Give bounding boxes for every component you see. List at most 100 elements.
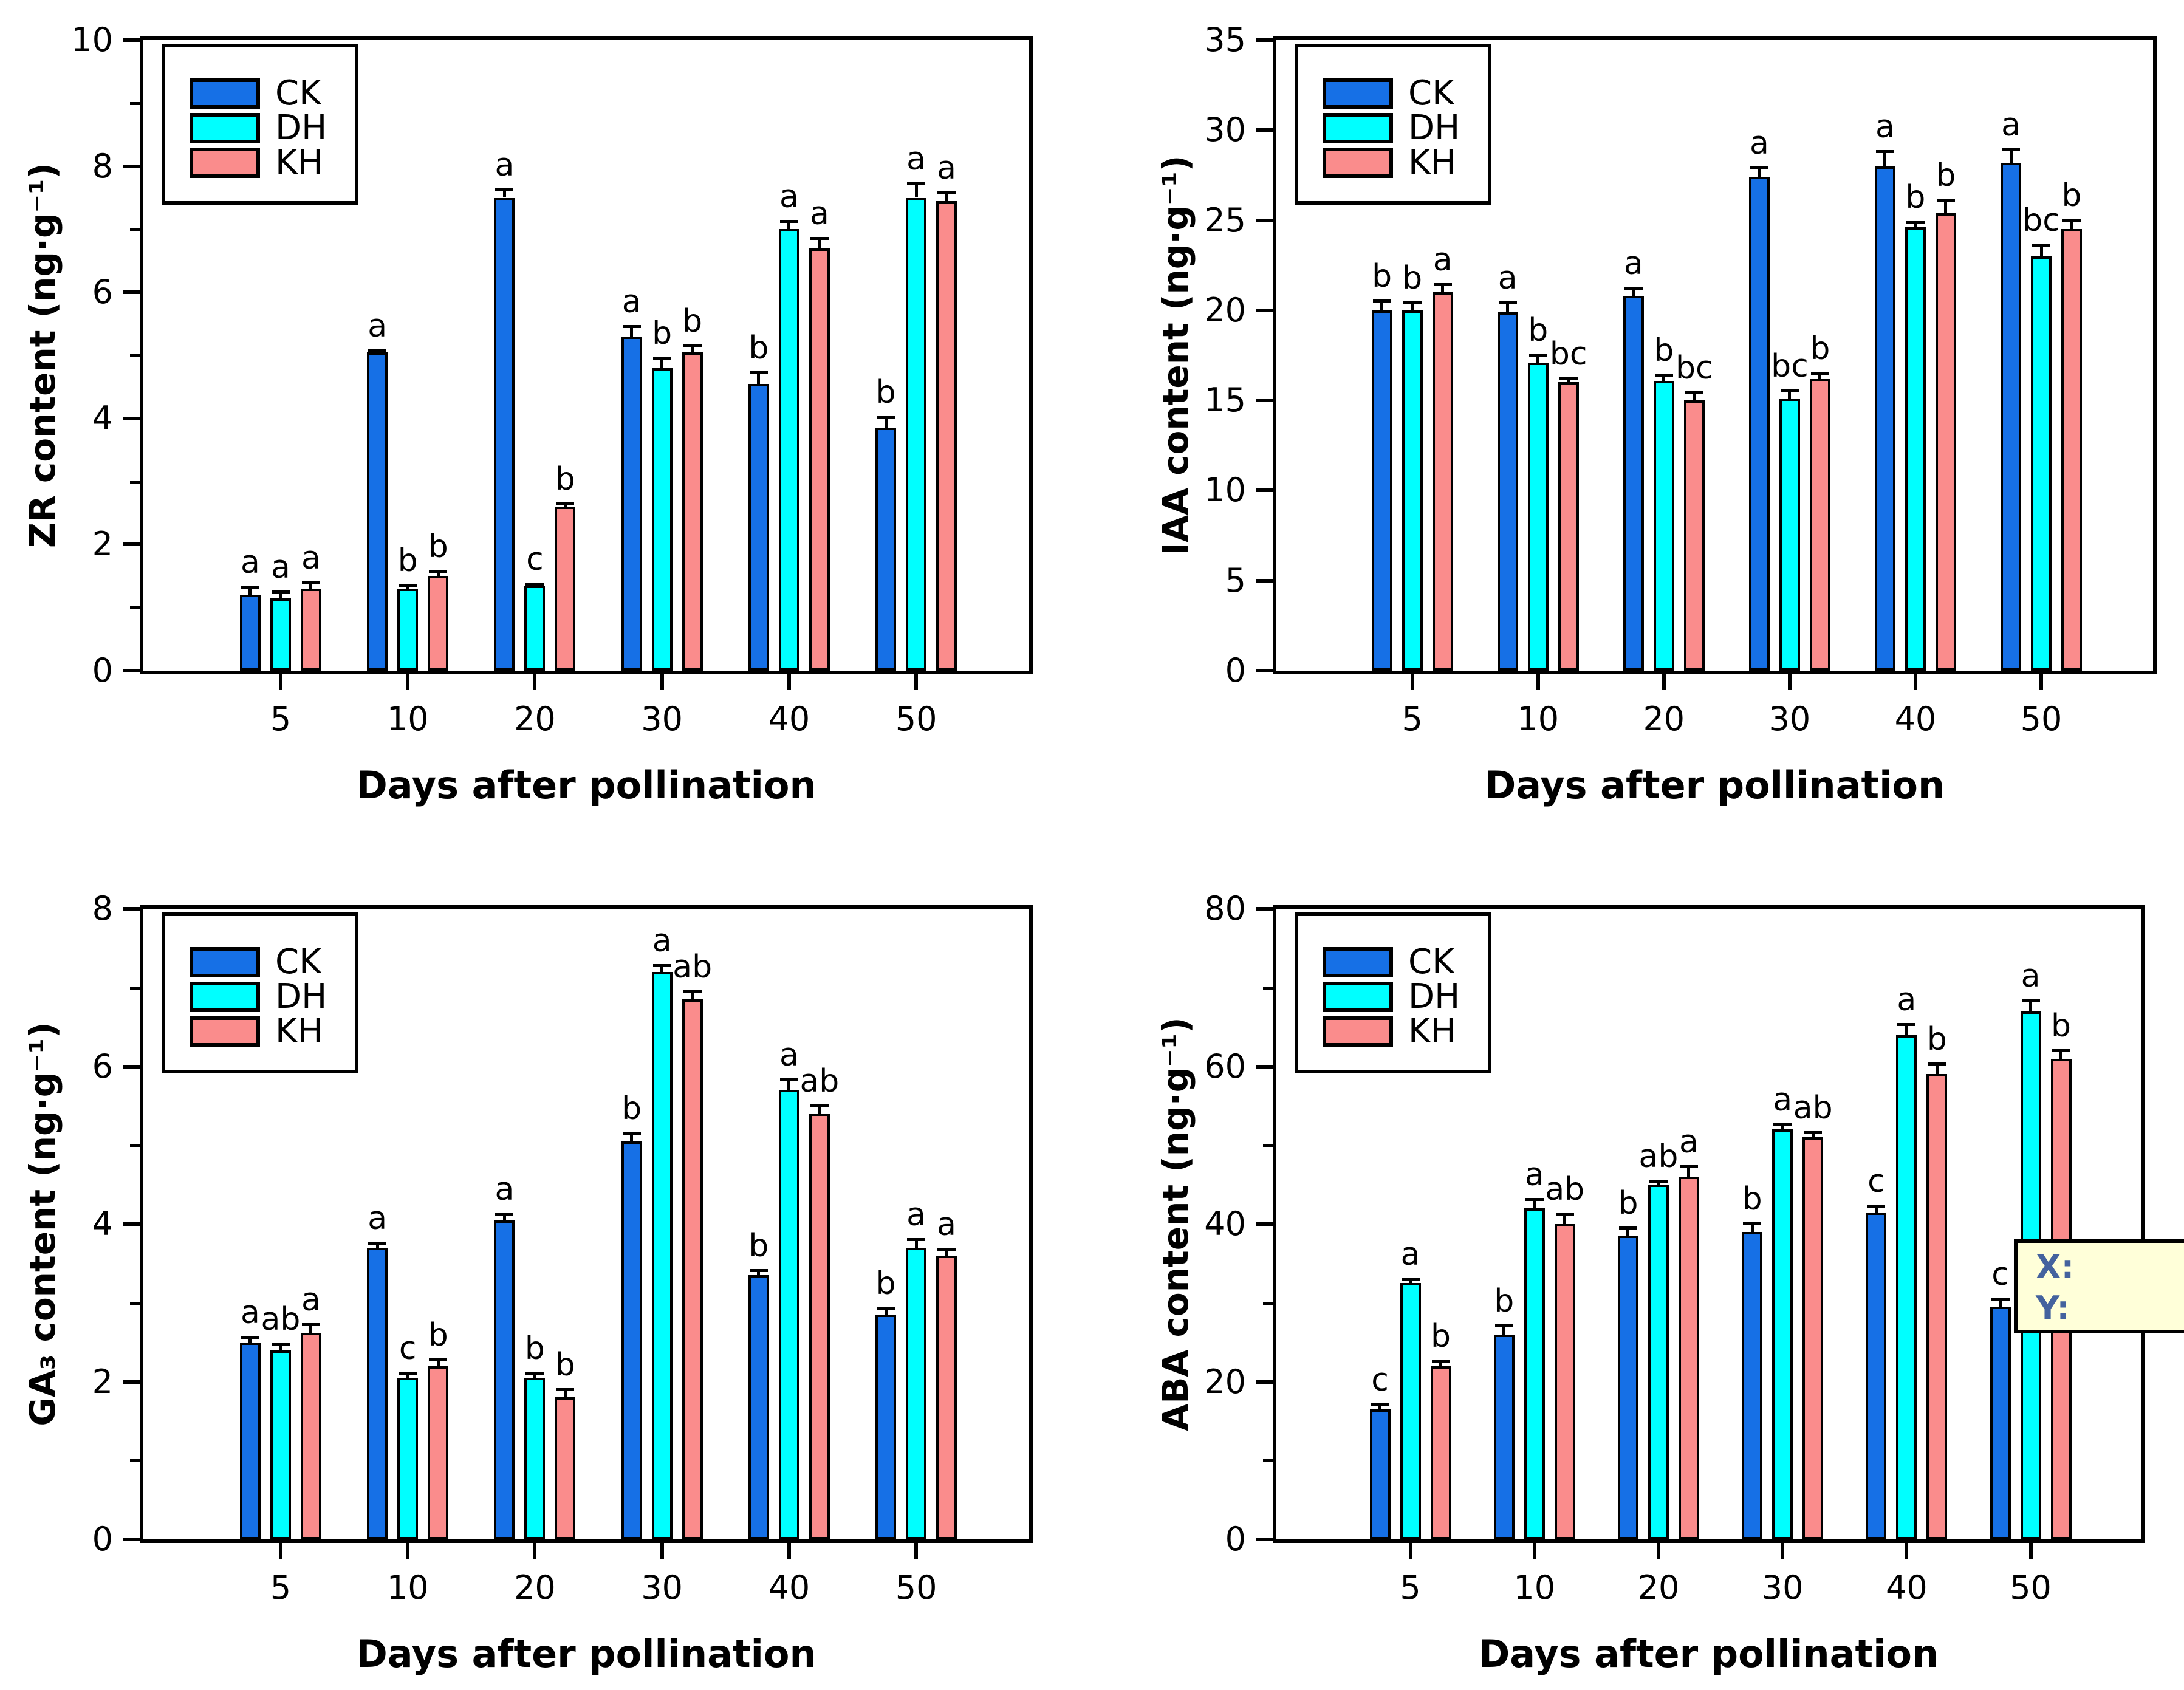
error-bar-cap (683, 990, 702, 993)
error-bar-stem (279, 1342, 282, 1350)
error-bar-cap (2052, 1049, 2070, 1052)
error-bar-cap (556, 502, 575, 505)
x-axis-tick-label: 30 (1761, 1569, 1804, 1607)
y-axis-tick-label: 20 (1204, 1362, 1246, 1401)
legend-label-ck: CK (275, 74, 321, 113)
significance-letter: b (1528, 312, 1549, 349)
y-axis-tick-label: 2 (92, 1362, 113, 1401)
error-bar-stem (1441, 283, 1445, 293)
significance-letter: b (1905, 179, 1926, 216)
x-axis-tick (1905, 1543, 1909, 1559)
significance-letter: b (1431, 1318, 1451, 1355)
bar-dh-day50 (906, 197, 927, 671)
legend-label-ck: CK (275, 942, 321, 982)
bar-kh-day10 (1558, 382, 1579, 671)
x-axis-tick (533, 674, 537, 690)
error-bar-stem (1533, 1198, 1536, 1209)
y-axis-major-tick (1256, 1380, 1273, 1384)
error-bar-stem (1914, 220, 1917, 228)
y-axis-minor-tick (130, 354, 140, 357)
legend-label-dh: DH (275, 977, 327, 1016)
bar-dh-day10 (1527, 362, 1549, 671)
significance-letter: a (2001, 106, 2021, 143)
error-bar-cap (1528, 354, 1547, 357)
error-bar-stem (660, 357, 664, 368)
error-bar-stem (1811, 1131, 1815, 1138)
error-bar-stem (818, 236, 821, 248)
y-axis-tick-label: 10 (1204, 471, 1246, 510)
y-axis-major-tick (123, 290, 140, 295)
significance-letter: b (1494, 1282, 1515, 1319)
significance-letter: b (555, 1346, 575, 1383)
y-axis-tick-label: 25 (1204, 200, 1246, 239)
error-bar-stem (375, 1241, 379, 1248)
significance-letter: ab (1545, 1171, 1585, 1208)
panel-aba-content-chart: 0 20 40 60 80 ABA content (ng·g⁻¹) 5 c a b 10 b a ab 2… (1155, 892, 2145, 1676)
error-bar-stem (2039, 244, 2043, 256)
legend-swatch-kh (1323, 1016, 1393, 1047)
error-bar-cap (1743, 1222, 1762, 1226)
significance-letter: a (495, 146, 515, 183)
error-bar-stem (436, 1358, 440, 1366)
error-bar-cap (1401, 1278, 1420, 1281)
y-axis-major-tick (1256, 669, 1273, 672)
x-axis-tick-label: 40 (1886, 1569, 1928, 1607)
y-axis-major-tick (1256, 907, 1273, 911)
x-axis-tick (406, 674, 410, 690)
error-bar-stem (1883, 149, 1887, 166)
bar-kh-day40 (1935, 213, 1956, 671)
bar-ck-day5 (239, 1342, 261, 1539)
bar-dh-day30 (651, 368, 673, 671)
error-bar-stem (630, 325, 634, 337)
x-axis-tick-label: 5 (270, 1569, 292, 1607)
error-bar-stem (1693, 391, 1696, 401)
error-bar-stem (2009, 148, 2013, 163)
error-bar-cap (301, 581, 320, 584)
bar-kh-day30 (1809, 378, 1830, 671)
x-axis-tick (914, 674, 919, 690)
y-axis-tick-label: 20 (1204, 290, 1246, 329)
bar-kh-day5 (300, 589, 321, 671)
legend-swatch-ck (190, 947, 260, 977)
bar-ck-day40 (1866, 1212, 1887, 1539)
error-bar-cap (810, 236, 829, 240)
y-axis-minor-tick (130, 228, 140, 231)
x-axis-tick (1532, 1543, 1536, 1559)
x-axis-tick (2028, 1543, 2033, 1559)
bar-dh-day20 (1653, 380, 1674, 671)
significance-letter: a (652, 922, 672, 959)
x-axis-tick-label: 20 (514, 1569, 556, 1607)
y-axis-tick-label: 4 (92, 399, 113, 437)
error-bar-stem (630, 1132, 634, 1141)
error-bar-cap (1928, 1062, 1946, 1066)
bar-dh-day10 (397, 1378, 419, 1539)
significance-letter: ab (799, 1062, 840, 1100)
bar-dh-day30 (1779, 399, 1800, 671)
x-axis-tick-label: 10 (1513, 1569, 1556, 1607)
bar-ck-day20 (494, 197, 515, 671)
bar-dh-day20 (1648, 1185, 1669, 1539)
y-axis-title: ABA content (ng·g⁻¹) (1155, 1017, 1196, 1431)
bar-ck-day50 (1990, 1307, 2011, 1539)
x-axis-tick (1787, 674, 1792, 690)
y-axis-major-tick (1256, 128, 1273, 132)
significance-letter: a (1524, 1157, 1544, 1194)
tooltip-y-label: Y: (2036, 1289, 2070, 1327)
y-axis-major-tick (123, 1538, 140, 1541)
error-bar-cap (1555, 1212, 1574, 1216)
bar-kh-day20 (555, 507, 576, 671)
y-axis-major-tick (123, 164, 140, 168)
error-bar-stem (1380, 299, 1384, 310)
error-bar-stem (1662, 373, 1666, 381)
bar-ck-day40 (748, 1275, 769, 1539)
significance-letter: a (1773, 1081, 1793, 1118)
x-axis-tick-label: 40 (768, 700, 810, 738)
bar-kh-day50 (936, 200, 957, 671)
panel-zr-content-chart: 0 2 4 6 8 10 ZR content (ng·g⁻¹) 5 a a a 10 a b b 20 a c b… (22, 23, 1033, 807)
y-axis-tick-label: 8 (92, 146, 113, 185)
bar-dh-day5 (1402, 310, 1423, 671)
significance-letter: c (399, 1330, 417, 1367)
legend-swatch-kh (1323, 148, 1393, 178)
error-bar-stem (945, 191, 948, 201)
error-bar-stem (1781, 1123, 1784, 1130)
